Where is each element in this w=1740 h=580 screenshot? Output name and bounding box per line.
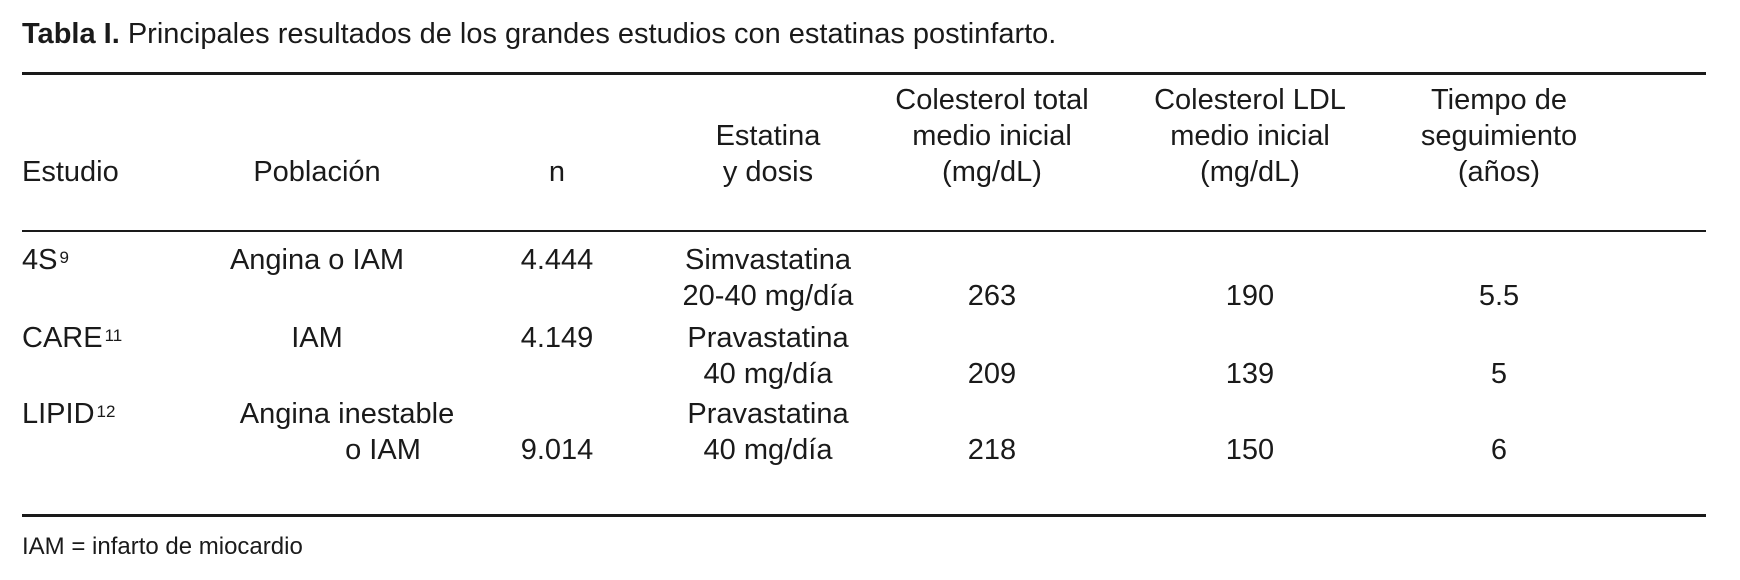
header-estatina: Estatina y dosis bbox=[668, 118, 868, 190]
header-rule bbox=[22, 230, 1706, 232]
row-lipid-poblacion-line-2: o IAM bbox=[345, 434, 421, 466]
row-care-colesterol-ldl-text: 139 bbox=[1225, 358, 1275, 390]
row-4s-poblacion: Angina o IAM bbox=[217, 242, 417, 278]
row-lipid-n-text: 9.014 bbox=[520, 434, 594, 466]
header-tiempo: Tiempo de seguimiento (años) bbox=[1392, 82, 1606, 190]
header-colesterol-total: Colesterol total medio inicial (mg/dL) bbox=[872, 82, 1112, 190]
row-care-n: 4.149 bbox=[502, 320, 612, 356]
row-lipid-colesterol-total-text: 218 bbox=[967, 434, 1017, 466]
row-4s-poblacion-text: Angina o IAM bbox=[229, 244, 405, 276]
row-care-poblacion: IAM bbox=[217, 320, 417, 356]
row-4s-estudio: 4S 9 bbox=[22, 242, 69, 278]
row-care-estudio-text: CARE bbox=[22, 322, 103, 354]
header-poblacion: Población bbox=[217, 154, 417, 190]
header-tiempo-line-2: seguimiento bbox=[1420, 120, 1578, 152]
row-care-colesterol-ldl: 139 bbox=[1130, 356, 1370, 392]
row-4s-n: 4.444 bbox=[502, 242, 612, 278]
row-lipid-tiempo-text: 6 bbox=[1490, 434, 1508, 466]
row-lipid-estatina-line-1: Pravastatina bbox=[687, 398, 849, 430]
header-colesterol-total-line-3: (mg/dL) bbox=[942, 156, 1042, 188]
header-tiempo-line-1: Tiempo de bbox=[1431, 84, 1567, 116]
row-4s-estatina-line-1: Simvastatina bbox=[684, 244, 851, 276]
row-lipid-estatina: Pravastatina 40 mg/día bbox=[668, 396, 868, 468]
table-caption: Tabla I. Principales resultados de los g… bbox=[22, 16, 1056, 52]
row-lipid-colesterol-ldl: 150 bbox=[1130, 432, 1370, 468]
row-care-colesterol-total: 209 bbox=[872, 356, 1112, 392]
header-colesterol-ldl: Colesterol LDL medio inicial (mg/dL) bbox=[1130, 82, 1370, 190]
row-care-colesterol-total-text: 209 bbox=[967, 358, 1017, 390]
header-colesterol-ldl-line-2: medio inicial bbox=[1170, 120, 1330, 152]
row-care-estatina: Pravastatina 40 mg/día bbox=[668, 320, 868, 392]
row-4s-estatina: Simvastatina 20-40 mg/día bbox=[668, 242, 868, 314]
row-lipid-tiempo: 6 bbox=[1392, 432, 1606, 468]
header-colesterol-ldl-line-3: (mg/dL) bbox=[1200, 156, 1300, 188]
row-care-estudio: CARE 11 bbox=[22, 320, 122, 356]
header-colesterol-ldl-line-1: Colesterol LDL bbox=[1154, 84, 1346, 116]
header-estatina-line-2: y dosis bbox=[722, 156, 814, 188]
header-tiempo-line-3: (años) bbox=[1457, 156, 1541, 188]
row-lipid-estudio-text: LIPID bbox=[22, 398, 95, 430]
row-lipid-ref: 12 bbox=[96, 402, 116, 421]
header-estudio: Estudio bbox=[22, 154, 119, 190]
row-care-estatina-line-2: 40 mg/día bbox=[703, 358, 833, 390]
header-n: n bbox=[527, 154, 587, 190]
row-lipid-poblacion: Angina inestable o IAM bbox=[217, 396, 477, 468]
header-estudio-text: Estudio bbox=[22, 156, 119, 188]
row-4s-tiempo-text: 5.5 bbox=[1478, 280, 1520, 312]
row-4s-colesterol-total-text: 263 bbox=[967, 280, 1017, 312]
header-colesterol-total-line-2: medio inicial bbox=[912, 120, 1072, 152]
header-poblacion-text: Población bbox=[253, 156, 381, 188]
header-colesterol-total-line-1: Colesterol total bbox=[895, 84, 1089, 116]
row-lipid-n: 9.014 bbox=[502, 432, 612, 468]
row-4s-colesterol-total: 263 bbox=[872, 278, 1112, 314]
row-4s-estudio-text: 4S bbox=[22, 244, 58, 276]
row-lipid-colesterol-total: 218 bbox=[872, 432, 1112, 468]
row-4s-tiempo: 5.5 bbox=[1392, 278, 1606, 314]
row-care-n-text: 4.149 bbox=[520, 322, 594, 354]
row-care-tiempo: 5 bbox=[1392, 356, 1606, 392]
row-lipid-estudio: LIPID 12 bbox=[22, 396, 115, 432]
row-lipid-poblacion-line-1: Angina inestable bbox=[239, 398, 455, 430]
table-footnote: IAM = infarto de miocardio bbox=[22, 533, 303, 560]
table-document: Tabla I. Principales resultados de los g… bbox=[22, 0, 1706, 580]
row-4s-n-text: 4.444 bbox=[520, 244, 594, 276]
row-care-estatina-line-1: Pravastatina bbox=[687, 322, 849, 354]
row-lipid-colesterol-ldl-text: 150 bbox=[1225, 434, 1275, 466]
row-lipid-estatina-line-2: 40 mg/día bbox=[703, 434, 833, 466]
top-rule bbox=[22, 72, 1706, 75]
row-care-tiempo-text: 5 bbox=[1490, 358, 1508, 390]
row-4s-estatina-line-2: 20-40 mg/día bbox=[682, 280, 854, 312]
row-4s-colesterol-ldl-text: 190 bbox=[1225, 280, 1275, 312]
row-4s-ref: 9 bbox=[59, 248, 69, 267]
table-caption-label: Tabla I. bbox=[22, 18, 120, 50]
bottom-rule bbox=[22, 514, 1706, 517]
header-n-text: n bbox=[548, 156, 566, 188]
row-4s-colesterol-ldl: 190 bbox=[1130, 278, 1370, 314]
table-caption-text: Principales resultados de los grandes es… bbox=[127, 18, 1057, 50]
row-care-ref: 11 bbox=[104, 326, 123, 345]
row-care-poblacion-text: IAM bbox=[291, 322, 343, 354]
header-estatina-line-1: Estatina bbox=[715, 120, 821, 152]
